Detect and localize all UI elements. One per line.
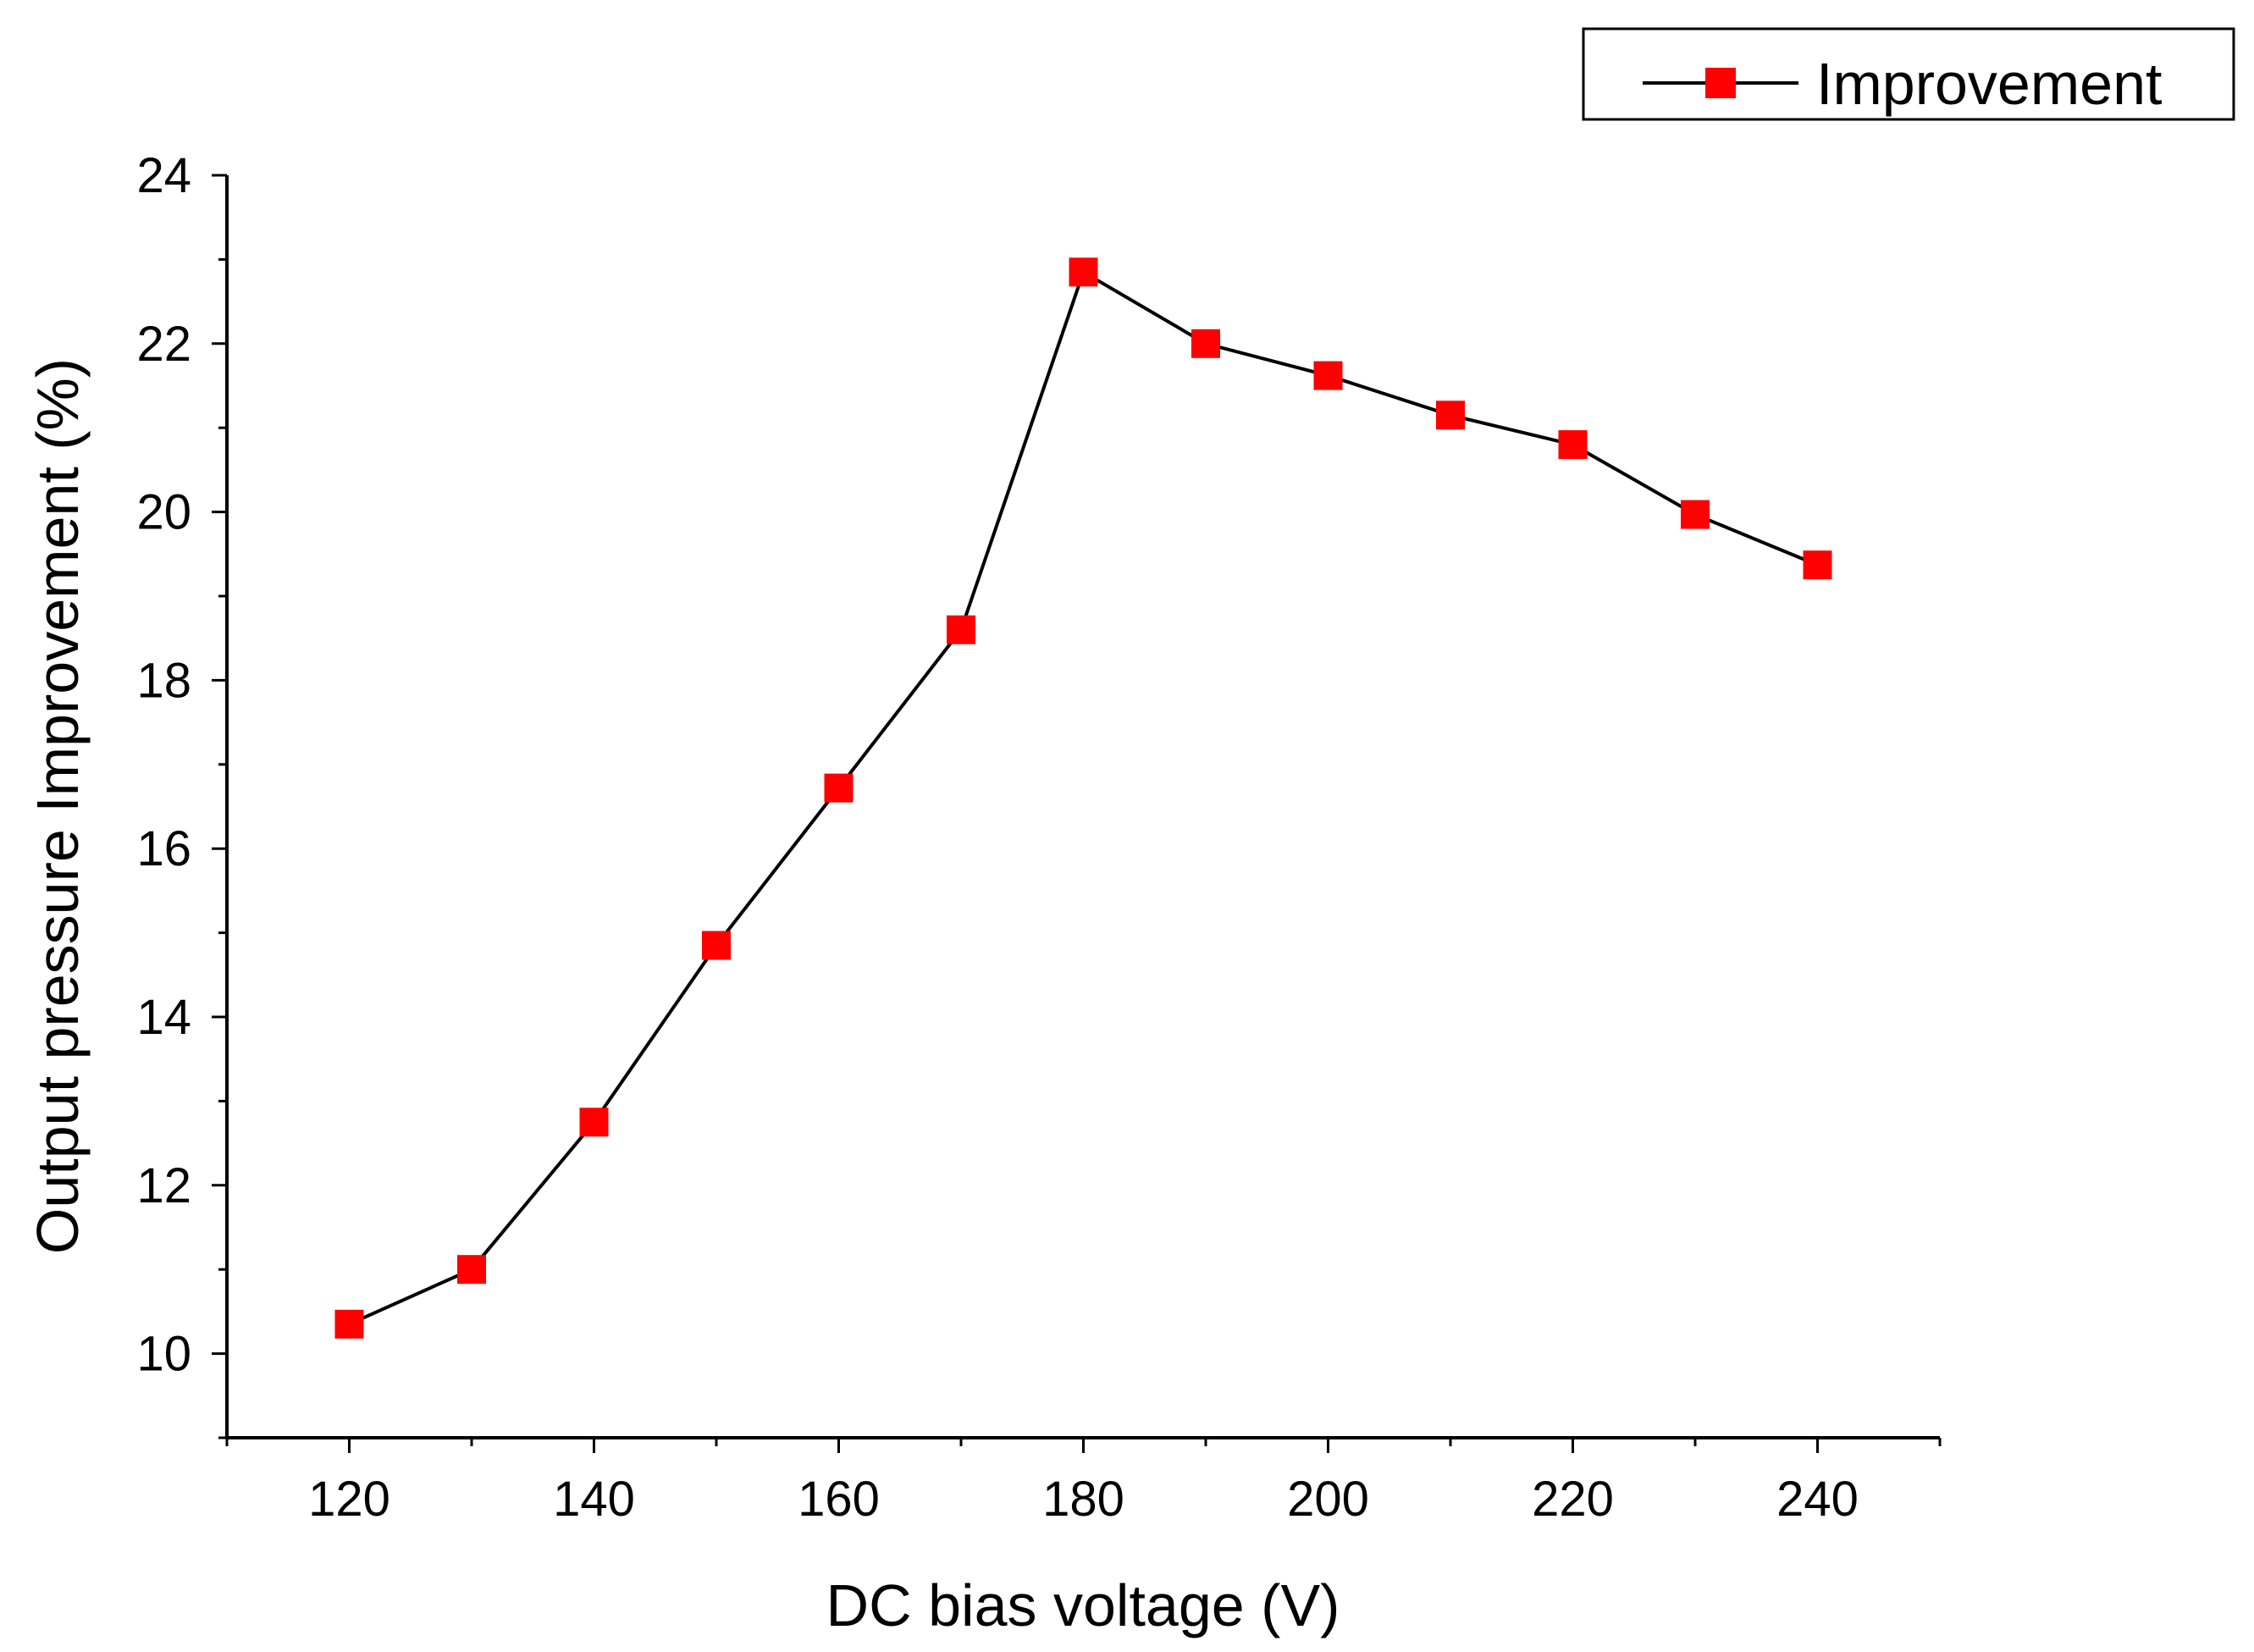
x-tick-label: 240 xyxy=(1776,1472,1859,1527)
data-point-marker xyxy=(1069,257,1098,287)
data-point-marker xyxy=(702,931,731,960)
x-tick-label: 160 xyxy=(798,1472,880,1527)
axes xyxy=(225,175,1940,1439)
data-point-marker xyxy=(947,615,975,644)
data-point-marker xyxy=(824,773,854,803)
series-line xyxy=(348,269,1819,1326)
legend-marker-sample xyxy=(1705,68,1736,98)
x-ticks: 120 140 160 180 200 220 240 xyxy=(225,1438,1942,1527)
y-tick-label: 10 xyxy=(136,1327,191,1382)
y-tick-label: 18 xyxy=(136,653,191,708)
y-tick-label: 14 xyxy=(136,990,191,1045)
x-tick-label: 180 xyxy=(1042,1472,1124,1527)
y-tick-label: 12 xyxy=(136,1158,191,1213)
data-point-marker xyxy=(1313,361,1343,390)
data-point-marker xyxy=(457,1255,486,1285)
legend-label: Improvement xyxy=(1816,51,2162,117)
y-ticks: 10 12 14 16 18 20 22 24 xyxy=(136,148,227,1439)
series-group xyxy=(334,257,1832,1339)
data-point-marker xyxy=(1558,430,1588,460)
data-point-marker xyxy=(1191,329,1220,358)
data-point-marker xyxy=(1803,550,1832,580)
y-tick-label: 24 xyxy=(136,148,191,203)
x-tick-label: 120 xyxy=(308,1472,390,1527)
data-point-marker xyxy=(1436,401,1465,430)
legend: Improvement xyxy=(1582,27,2235,121)
data-point-marker xyxy=(579,1108,609,1137)
y-tick-label: 20 xyxy=(136,485,191,540)
x-axis-title: DC bias voltage (V) xyxy=(826,1572,1340,1638)
y-axis-title: Output pressure Improvement (%) xyxy=(25,358,91,1254)
x-tick-label: 200 xyxy=(1287,1472,1369,1527)
y-tick-label: 22 xyxy=(136,317,191,372)
legend-box xyxy=(1582,27,2235,121)
data-point-marker xyxy=(334,1309,364,1339)
x-tick-label: 140 xyxy=(553,1472,635,1527)
y-tick-label: 16 xyxy=(136,821,191,876)
x-tick-label: 220 xyxy=(1532,1472,1614,1527)
data-point-marker xyxy=(1681,500,1710,529)
